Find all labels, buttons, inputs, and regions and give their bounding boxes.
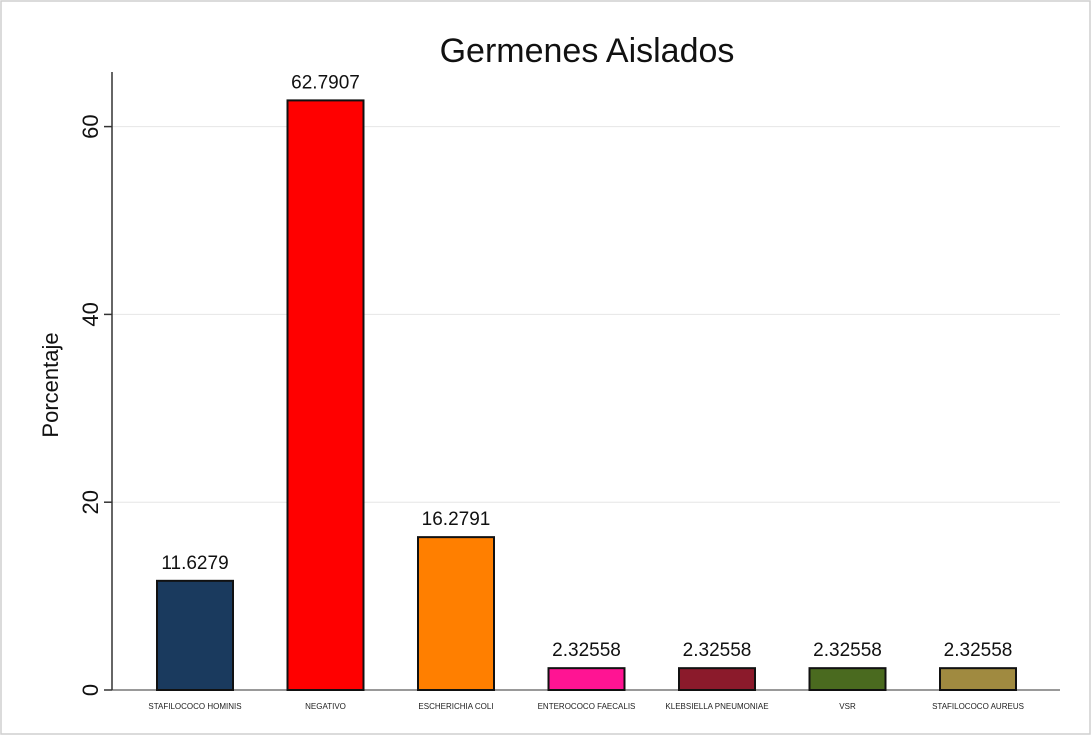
value-label-5: 2.32558 [813,640,882,661]
y-tick-label: 20 [78,490,103,514]
bar-4 [678,667,756,691]
value-label-6: 2.32558 [944,640,1013,661]
y-axis-label: Porcentaje [38,332,63,437]
x-tick-label-0: STAFILOCOCO HOMINIS [148,702,241,711]
value-label-0: 11.6279 [161,553,228,574]
bar-5 [808,667,887,691]
x-tick-label-3: ENTEROCOCO FAECALIS [538,702,636,711]
bar-3 [547,667,626,691]
y-ticks: 0 20 40 60 [78,114,112,696]
value-label-3: 2.32558 [552,640,621,661]
value-label-2: 16.2791 [422,509,491,530]
y-tick-label: 40 [78,302,103,326]
x-tick-label-6: STAFILOCOCO AUREUS [932,702,1024,711]
bar-0 [156,579,234,692]
x-tick-labels: STAFILOCOCO HOMINIS NEGATIVO ESCHERICHIA C… [148,702,1024,711]
bars [156,99,1017,692]
x-tick-label-5: VSR [839,702,856,711]
y-tick-label: 60 [78,114,103,138]
x-tick-label-2: ESCHERICHIA COLI [418,702,493,711]
chart-title: Germenes Aislados [440,32,735,70]
x-tick-label-1: NEGATIVO [305,702,346,711]
gridlines [112,126,1060,503]
y-tick-label: 0 [78,684,103,696]
value-labels: 11.6279 62.7907 16.2791 2.32558 2.32558 2.325… [161,72,1012,661]
bar-2 [417,536,495,691]
value-label-1: 62.7907 [291,72,360,93]
bar-1 [286,99,365,691]
bar-6 [939,667,1017,691]
x-tick-label-4: KLEBSIELLA PNEUMONIAE [665,702,768,711]
value-label-4: 2.32558 [683,640,752,661]
